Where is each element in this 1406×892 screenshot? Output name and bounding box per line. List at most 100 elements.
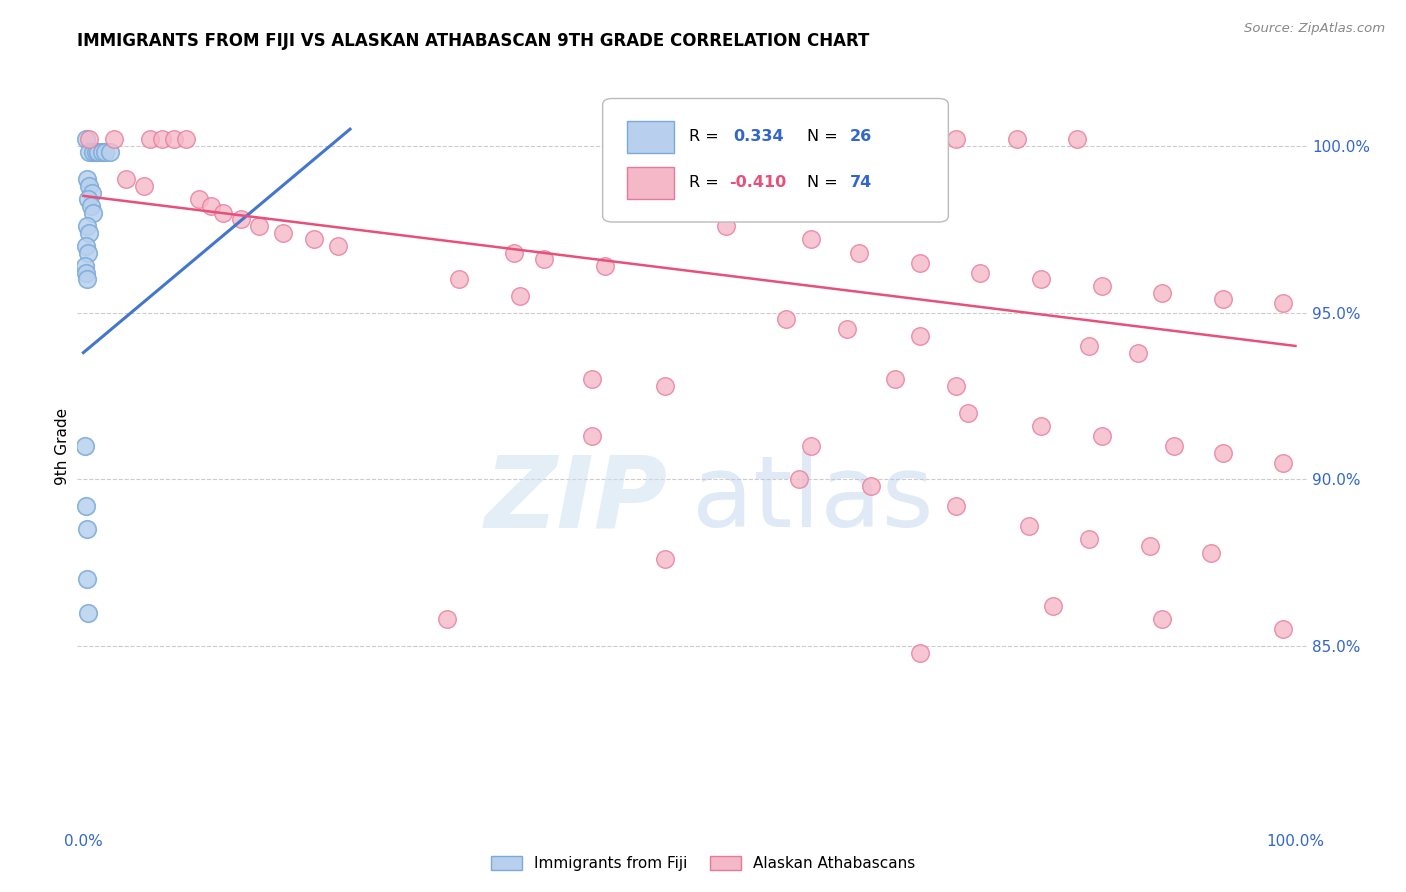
Point xyxy=(800,232,823,246)
Legend: Immigrants from Fiji, Alaskan Athabascans: Immigrants from Fiji, Alaskan Athabascan… xyxy=(485,850,921,877)
Point xyxy=(1272,295,1295,310)
Point xyxy=(1139,539,1161,553)
Point xyxy=(945,132,967,146)
Point xyxy=(75,239,97,253)
Point xyxy=(87,145,110,160)
Point xyxy=(787,472,810,486)
Point xyxy=(1078,533,1101,547)
Point xyxy=(908,329,931,343)
Point xyxy=(945,499,967,513)
Point xyxy=(1163,439,1185,453)
Point xyxy=(897,132,920,146)
Text: 74: 74 xyxy=(851,176,872,190)
Point xyxy=(1272,623,1295,637)
Text: R =: R = xyxy=(689,129,718,145)
Point xyxy=(1212,445,1234,459)
Point xyxy=(654,552,676,566)
Bar xyxy=(627,120,673,153)
Point xyxy=(132,178,155,193)
Point xyxy=(114,172,136,186)
Point xyxy=(945,379,967,393)
Point xyxy=(90,145,112,160)
Point xyxy=(593,259,616,273)
Point xyxy=(1152,285,1174,300)
Point xyxy=(1090,429,1112,443)
Point xyxy=(848,245,870,260)
Point xyxy=(908,255,931,269)
Point xyxy=(703,132,725,146)
Point xyxy=(326,239,349,253)
Point xyxy=(1126,345,1149,359)
Point xyxy=(176,132,198,146)
Point xyxy=(775,312,797,326)
Point xyxy=(449,272,471,286)
Text: atlas: atlas xyxy=(693,451,934,549)
Point xyxy=(229,212,252,227)
Point xyxy=(1029,419,1052,434)
Point xyxy=(150,132,173,146)
Point xyxy=(581,429,603,443)
Point xyxy=(94,145,117,160)
Point xyxy=(1066,132,1088,146)
Point xyxy=(1029,272,1052,286)
Point xyxy=(273,226,295,240)
Text: N =: N = xyxy=(807,176,838,190)
Text: Source: ZipAtlas.com: Source: ZipAtlas.com xyxy=(1244,22,1385,36)
Text: 26: 26 xyxy=(851,129,872,145)
Point xyxy=(436,612,458,626)
Point xyxy=(654,379,676,393)
Point xyxy=(908,646,931,660)
Point xyxy=(775,132,797,146)
Point xyxy=(835,322,858,336)
Bar xyxy=(627,167,673,199)
Point xyxy=(79,178,101,193)
Point xyxy=(79,226,101,240)
Point xyxy=(75,266,97,280)
Point xyxy=(884,372,907,386)
Y-axis label: 9th Grade: 9th Grade xyxy=(55,408,70,484)
Point xyxy=(82,145,104,160)
Point xyxy=(75,499,97,513)
Point xyxy=(302,232,325,246)
Point xyxy=(77,245,100,260)
Point xyxy=(714,219,737,233)
Point xyxy=(76,573,98,587)
Point xyxy=(247,219,270,233)
Point xyxy=(76,272,98,286)
Point xyxy=(163,132,186,146)
Point xyxy=(103,132,125,146)
Point xyxy=(533,252,555,267)
Point xyxy=(1090,279,1112,293)
Point xyxy=(76,522,98,536)
Point xyxy=(139,132,162,146)
FancyBboxPatch shape xyxy=(603,98,949,222)
Point xyxy=(80,186,103,200)
Text: IMMIGRANTS FROM FIJI VS ALASKAN ATHABASCAN 9TH GRADE CORRELATION CHART: IMMIGRANTS FROM FIJI VS ALASKAN ATHABASC… xyxy=(77,32,870,50)
Point xyxy=(1078,339,1101,353)
Point xyxy=(211,205,233,219)
Point xyxy=(969,266,991,280)
Text: ZIP: ZIP xyxy=(485,451,668,549)
Point xyxy=(1212,292,1234,306)
Point xyxy=(77,192,100,206)
Point xyxy=(860,479,883,493)
Point xyxy=(76,172,98,186)
Point xyxy=(84,145,107,160)
Point xyxy=(581,372,603,386)
Point xyxy=(76,219,98,233)
Point xyxy=(509,289,531,303)
Point xyxy=(75,132,97,146)
Point xyxy=(1042,599,1064,613)
Point xyxy=(187,192,209,206)
Text: -0.410: -0.410 xyxy=(730,176,786,190)
Point xyxy=(835,132,858,146)
Point xyxy=(79,199,101,213)
Point xyxy=(502,245,524,260)
Text: 0.334: 0.334 xyxy=(733,129,783,145)
Point xyxy=(79,132,101,146)
Point xyxy=(1152,612,1174,626)
Point xyxy=(1005,132,1028,146)
Text: N =: N = xyxy=(807,129,838,145)
Point xyxy=(77,606,100,620)
Point xyxy=(1272,456,1295,470)
